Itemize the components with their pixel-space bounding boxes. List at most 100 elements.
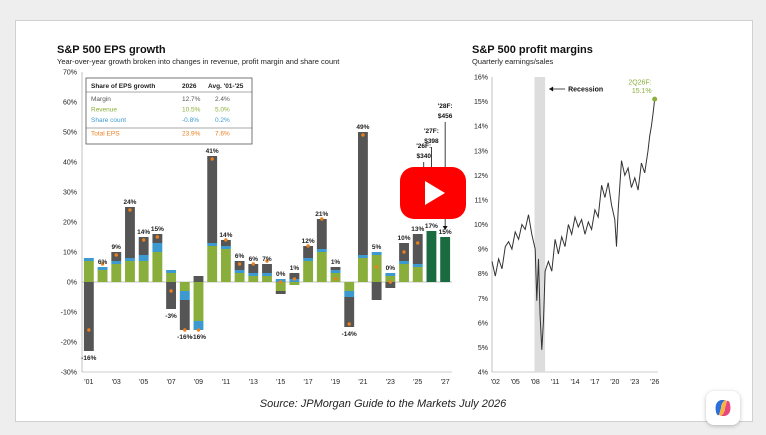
eps-total-marker	[402, 250, 406, 254]
eps-bar-margin	[179, 300, 190, 330]
eps-ytick-label: -10%	[61, 310, 77, 317]
eps-bar-margin	[330, 267, 341, 270]
eps-total-marker	[237, 262, 242, 266]
eps-data-label: 10%	[398, 235, 411, 242]
margin-ytick-label: 7%	[478, 296, 488, 303]
eps-total-marker	[347, 322, 351, 326]
eps-bar-revenue	[289, 282, 300, 285]
eps-data-label: 17%	[425, 223, 438, 230]
eps-bar-share_count	[344, 291, 355, 297]
eps-total-marker	[128, 208, 132, 212]
eps-data-label: 9%	[112, 244, 122, 251]
eps-bars	[83, 132, 451, 351]
eps-total-marker	[114, 253, 118, 257]
eps-total-marker	[141, 238, 146, 242]
eps-bar-share_count	[412, 264, 423, 267]
eps-xtick-label: '25	[413, 379, 422, 386]
eps-bar-share_count	[97, 267, 108, 270]
eps-ytick-label: -30%	[61, 370, 77, 377]
eps-bar-revenue	[83, 261, 94, 282]
eps-total-marker	[333, 277, 338, 281]
eps-ytick-label: 50%	[63, 130, 77, 137]
table-row-avg: 7.6%	[215, 131, 230, 138]
margin-xtick-label: '08	[531, 379, 540, 386]
eps-bar-margin	[138, 237, 149, 255]
eps-bar-share_count	[152, 243, 163, 252]
margin-xtick-label: '20	[610, 379, 619, 386]
eps-bar-share_count	[193, 321, 204, 330]
eps-bar-margin	[316, 219, 327, 249]
eps-total-marker	[251, 262, 255, 266]
eps-xtick-label: '11	[222, 379, 231, 386]
table-row-label: Revenue	[91, 107, 117, 114]
eps-total-marker	[183, 328, 187, 332]
table-header-2026: 2026	[182, 83, 197, 90]
eps-bar-revenue	[385, 276, 396, 282]
eps-bar-share_count	[371, 252, 382, 255]
play-button[interactable]	[400, 167, 466, 219]
eps-bar-margin	[125, 207, 135, 258]
eps-bar-revenue	[275, 282, 286, 291]
eps-bar-revenue	[166, 273, 177, 282]
eps-data-label: 0%	[386, 265, 396, 272]
recession-label: Recession	[568, 87, 603, 94]
eps-xtick-label: '05	[139, 379, 148, 386]
margin-ytick-label: 15%	[474, 99, 488, 106]
margin-ytick-label: 6%	[478, 320, 488, 327]
recession-band	[534, 77, 546, 372]
margin-line-series	[491, 99, 656, 350]
eps-xtick-label: '03	[112, 379, 121, 386]
table-row-avg: 0.2%	[215, 117, 230, 124]
eps-forecast-value: $456	[438, 113, 453, 120]
copilot-icon	[715, 400, 731, 416]
table-row-label: Margin	[91, 96, 111, 103]
eps-total-marker	[361, 133, 365, 137]
eps-xtick-label: '19	[331, 379, 340, 386]
eps-forecast-label: '27F:	[424, 128, 439, 135]
eps-bar-margin	[371, 282, 382, 300]
table-row-avg: 2.4%	[215, 96, 230, 103]
eps-bar-share_count	[125, 258, 135, 261]
eps-share-table: Share of EPS growth 2026 Avg. '01-'25 Ma…	[85, 77, 253, 145]
eps-bar-share_count	[385, 273, 396, 276]
margin-xtick-label: '02	[491, 379, 500, 386]
eps-data-label: 24%	[123, 199, 136, 206]
margin-forecast-label: 2Q26F:	[628, 79, 651, 86]
eps-bar-revenue	[179, 282, 190, 291]
eps-bar-revenue	[303, 261, 314, 282]
margin-ytick-label: 8%	[478, 271, 488, 278]
eps-bar-margin	[220, 240, 231, 246]
eps-data-label: -3%	[165, 313, 177, 320]
eps-data-label: 14%	[137, 229, 150, 236]
eps-bar-revenue	[399, 264, 409, 282]
eps-data-label: 21%	[315, 211, 328, 218]
eps-total-marker	[292, 277, 297, 281]
eps-bar-share_count	[83, 258, 94, 261]
eps-bar-share_count	[234, 270, 245, 273]
margin-ytick-label: 11%	[475, 197, 489, 204]
eps-bar-margin	[166, 282, 177, 309]
eps-data-label: 6%	[235, 253, 245, 260]
margin-chart-subtitle: Quarterly earnings/sales	[472, 57, 554, 66]
table-row-avg: 5.0%	[215, 107, 230, 114]
eps-total-marker	[265, 259, 269, 263]
eps-bar-revenue	[138, 261, 149, 282]
eps-total-marker	[210, 157, 214, 161]
eps-bar-revenue	[220, 249, 231, 282]
eps-bar-margin	[385, 282, 396, 288]
eps-bar-margin	[262, 264, 272, 273]
eps-bar-share_count	[111, 261, 122, 264]
eps-data-label: 1%	[290, 265, 300, 272]
margin-chart-title: S&P 500 profit margins	[472, 44, 593, 56]
copilot-button[interactable]	[706, 391, 740, 425]
eps-bar-margin	[248, 264, 259, 273]
table-row-2026: 12.7%	[182, 96, 201, 103]
table-header-label: Share of EPS growth	[91, 83, 155, 90]
margin-ytick-label: 9%	[478, 247, 488, 254]
margin-ytick-label: 16%	[474, 75, 488, 82]
eps-xtick-label: '13	[249, 379, 258, 386]
source-note: Source: JPMorgan Guide to the Markets Ju…	[259, 398, 507, 410]
play-icon	[425, 181, 445, 205]
eps-bar-share_count	[138, 255, 149, 261]
